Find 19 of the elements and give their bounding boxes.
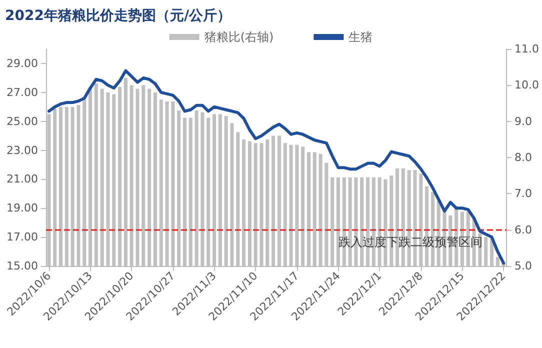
- chart-title: 2022年猪粮比价走势图（元/公斤）: [5, 7, 232, 24]
- y2-tick-label: 5.0: [514, 260, 532, 272]
- y2-tick-label: 8.0: [514, 151, 532, 164]
- y2-tick-label: 11.0: [514, 42, 540, 56]
- y2-tick-label: 6.0: [514, 223, 532, 236]
- ref-line-label: 跌入过度下跌二级预警区间: [338, 234, 483, 249]
- y-tick-label: 23.00: [6, 144, 38, 157]
- legend-label: 猪粮比(右轴): [204, 30, 274, 44]
- y-tick-label: 19.00: [6, 202, 38, 215]
- y2-tick-label: 10.0: [514, 78, 540, 92]
- y-tick-label: 17.00: [6, 230, 38, 244]
- y-tick-label: 25.00: [6, 114, 38, 128]
- y2-tick-label: 9.0: [514, 114, 532, 128]
- y-tick-label: 21.00: [6, 172, 38, 186]
- y-tick-label: 29.00: [6, 56, 38, 70]
- y-tick-label: 27.00: [6, 86, 38, 99]
- legend-label: 生猪: [348, 30, 373, 44]
- y-tick-label: 15.00: [6, 260, 38, 272]
- y2-tick-label: 7.0: [514, 187, 532, 200]
